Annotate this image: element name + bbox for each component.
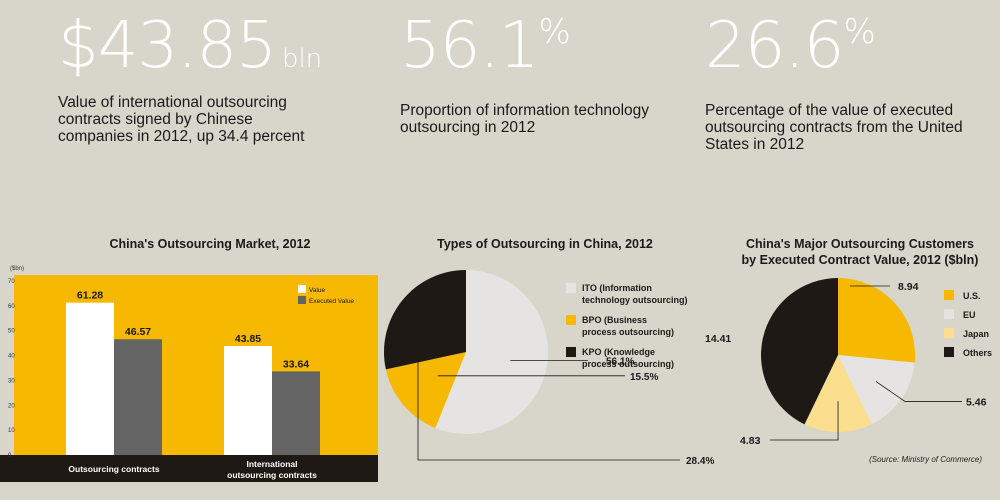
customers-pie-title-line: China's Major Outsourcing Customers <box>745 237 974 251</box>
stat-contract-value: $43.85 bln Value of international outsour… <box>58 9 323 145</box>
legend-label: Others <box>963 348 992 358</box>
legend-swatch <box>566 283 576 293</box>
x-category-label: outsourcing contracts <box>227 470 317 480</box>
stat-pct-sign: % <box>538 12 571 52</box>
legend-label: ITO (Information <box>582 283 652 293</box>
y-tick-label: 0 <box>8 453 12 459</box>
customers-pie-title: China's Major Outsourcing Customers by E… <box>715 236 1000 268</box>
legend-swatch <box>298 296 306 304</box>
stat-ito-share-number: 56.1% <box>400 9 571 83</box>
stat-us-share-desc: Percentage of the value of executed outs… <box>705 102 963 153</box>
pie-slice <box>804 355 872 432</box>
stat-ito-share: 56.1% Proportion of information technolo… <box>400 14 650 136</box>
pie-value-label: 5.46 <box>966 396 987 408</box>
bar-executed-value <box>114 339 162 455</box>
legend-swatch <box>944 309 954 319</box>
pie-slice <box>384 270 466 370</box>
legend-label: Value <box>309 287 326 294</box>
bar-value <box>66 302 114 455</box>
leader-line <box>417 323 680 461</box>
bar-data-label: 43.85 <box>235 333 261 345</box>
stat-us-share-number: 26.6% <box>705 9 876 83</box>
legend-swatch <box>944 290 954 300</box>
leader-line <box>875 381 962 402</box>
stat-contract-value-number: $43.85 bln <box>58 9 323 83</box>
y-tick-label: 10 <box>8 428 15 434</box>
legend-label: EU <box>963 310 976 320</box>
bar-value <box>224 346 272 455</box>
stat-pct-sign: % <box>843 12 876 52</box>
bar-data-label: 61.28 <box>77 290 103 302</box>
pie-slice <box>838 278 915 363</box>
legend-swatch <box>566 315 576 325</box>
customers-pie-title-line: by Executed Contract Value, 2012 ($bln) <box>741 253 979 267</box>
source-note: (Source: Ministry of Commerce) <box>869 455 982 464</box>
pie-value-label: 15.5% <box>630 372 658 383</box>
y-tick-label: 50 <box>8 329 15 335</box>
stat-ito-share-desc: Proportion of information technology out… <box>400 102 650 136</box>
y-tick-label: 60 <box>8 304 15 310</box>
pie-value-label: 14.41 <box>705 333 731 345</box>
x-category-label: Outsourcing contracts <box>68 464 159 474</box>
y-tick-label: 40 <box>8 354 15 360</box>
legend-label: Executed Value <box>309 298 354 305</box>
legend-label: U.S. <box>963 291 981 301</box>
pie-slice <box>385 352 466 429</box>
pie-slice <box>838 355 915 425</box>
legend-label: process outsourcing) <box>582 327 674 337</box>
bar-executed-value <box>272 371 320 455</box>
stat-unit: bln <box>281 44 323 74</box>
legend-swatch <box>944 347 954 357</box>
legend-label: process outsourcing) <box>582 359 674 369</box>
legend-label: BPO (Business <box>582 315 647 325</box>
legend-swatch <box>944 328 954 338</box>
y-tick-label: 20 <box>8 403 15 409</box>
legend-swatch <box>566 347 576 357</box>
pie-slice <box>435 270 548 434</box>
x-category-label: International <box>246 459 297 469</box>
legend-label: technology outsourcing) <box>582 295 688 305</box>
pie-value-label: 4.83 <box>740 435 761 447</box>
types-pie-title: Types of Outsourcing in China, 2012 <box>437 237 653 251</box>
stat-us-share: 26.6% Percentage of the value of execute… <box>705 14 975 153</box>
legend-label: Japan <box>963 329 989 339</box>
legend-swatch <box>298 285 306 293</box>
pie-value-label: 28.4% <box>686 456 714 467</box>
bar-data-label: 46.57 <box>125 326 151 338</box>
bar-chart-title: China's Outsourcing Market, 2012 <box>109 237 311 251</box>
pie-slice <box>761 278 838 425</box>
y-tick-label: 70 <box>8 279 15 285</box>
leader-line <box>770 401 839 441</box>
y-axis-unit-label: ($bn) <box>10 266 24 272</box>
legend-label: KPO (Knowledge <box>582 347 655 357</box>
bar-data-label: 33.64 <box>283 358 309 370</box>
y-tick-label: 30 <box>8 378 15 384</box>
bar-category-band <box>0 455 378 482</box>
stat-contract-value-desc: Value of international outsourcing contr… <box>58 94 305 145</box>
pie-value-label: 8.94 <box>898 281 919 293</box>
pie-value-label: 56.1% <box>606 357 634 368</box>
